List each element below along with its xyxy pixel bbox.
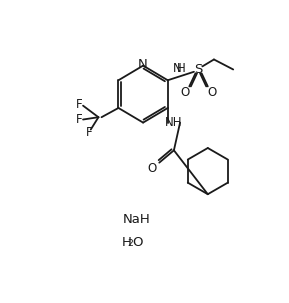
Text: O: O — [207, 86, 216, 99]
Text: S: S — [194, 63, 203, 76]
Text: NaH: NaH — [123, 213, 151, 226]
Text: F: F — [76, 113, 83, 126]
Text: O: O — [148, 162, 157, 175]
Text: $_2$: $_2$ — [127, 236, 134, 249]
Text: H: H — [177, 62, 186, 75]
Text: O: O — [181, 86, 190, 99]
Text: H: H — [122, 236, 131, 249]
Text: F: F — [86, 126, 92, 139]
Text: F: F — [76, 98, 83, 111]
Text: N: N — [173, 62, 181, 75]
Text: N: N — [138, 58, 148, 71]
Text: NH: NH — [165, 116, 183, 129]
Text: O: O — [132, 236, 143, 249]
